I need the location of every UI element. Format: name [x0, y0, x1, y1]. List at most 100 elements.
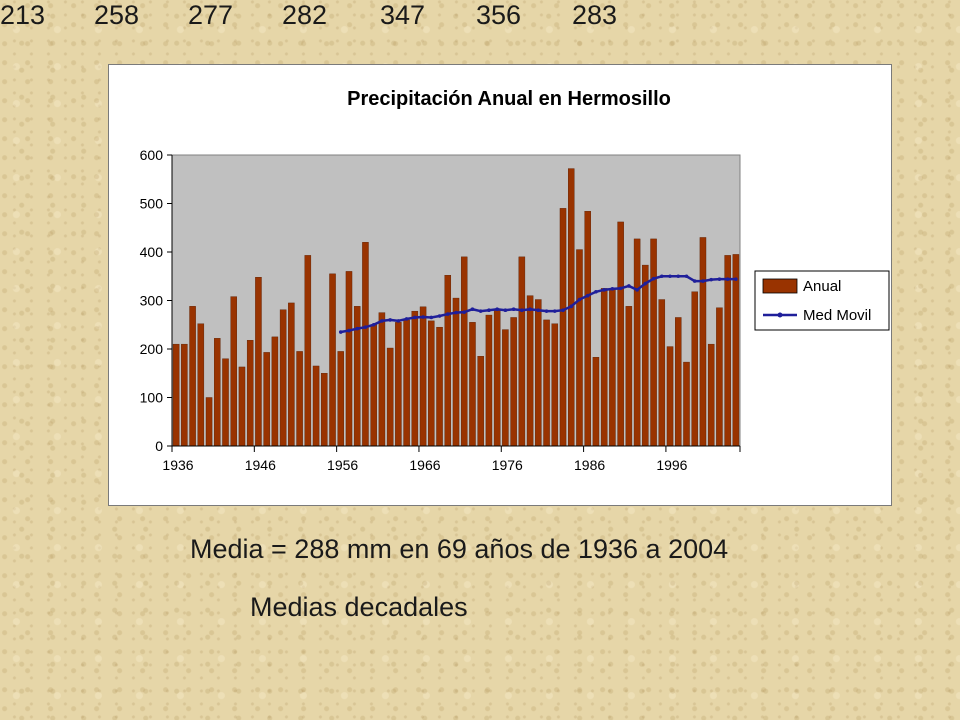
x-tick-label: 1946 [245, 457, 276, 473]
line-point [676, 274, 681, 279]
line-point [363, 325, 368, 329]
chart-title: Precipitación Anual en Hermosillo [347, 88, 671, 110]
line-point [478, 309, 483, 313]
plot-area: 0 100 200 300 400 500 600 1936 1946 1956 1966 1976 1… [140, 147, 741, 473]
bar [403, 319, 410, 447]
bar [460, 256, 468, 447]
bar [230, 296, 237, 447]
line-point [552, 309, 557, 313]
decadal-value: 283 [572, 0, 618, 30]
decadal-value: 347 [380, 0, 426, 30]
bar [642, 264, 649, 447]
bar [609, 288, 616, 447]
chart-frame: Precipitación Anual en Hermosillo 0 100 20… [108, 64, 892, 506]
bar [683, 361, 690, 447]
line-point [495, 307, 499, 312]
bar [222, 358, 229, 447]
x-tick-label: 1956 [327, 457, 358, 473]
bar [386, 347, 394, 447]
bar [584, 211, 591, 447]
line-point [404, 317, 409, 321]
line-point [734, 277, 738, 281]
decadal-title: Medias decadales [250, 592, 468, 622]
bar [312, 365, 320, 447]
bar [576, 249, 583, 447]
line-point [413, 315, 417, 320]
bar [724, 255, 731, 447]
bar [428, 320, 435, 447]
line-point [462, 310, 467, 314]
bar [510, 317, 517, 447]
y-tick-label: 600 [140, 147, 164, 163]
bar [716, 307, 723, 447]
bar [255, 277, 262, 447]
line-point [701, 279, 705, 283]
decadal-values-row: 213 258 277 282 347 356 283 [0, 0, 640, 34]
media-caption: Media = 288 mm en 69 años de 1936 a 2004 [190, 534, 729, 564]
bar [345, 271, 353, 447]
x-tick-label: 1996 [656, 457, 687, 473]
bar [288, 302, 295, 447]
x-tick-label: 1966 [409, 457, 440, 473]
line-point [520, 308, 524, 312]
bar [181, 343, 188, 447]
legend: Anual Med Movil [754, 270, 890, 331]
line-point [668, 274, 672, 279]
bar [296, 351, 303, 447]
line-point [396, 319, 401, 323]
bar [304, 255, 312, 447]
bar [197, 323, 205, 447]
line-point [454, 310, 458, 315]
bar [675, 317, 682, 447]
legend-label-medmovil: Med Movil [803, 307, 871, 324]
bar [378, 312, 386, 447]
line-point [585, 293, 590, 298]
bar [263, 352, 270, 447]
line-point [709, 277, 713, 282]
line-point [610, 287, 615, 291]
line-point [725, 277, 730, 281]
line-point [511, 307, 516, 312]
line-point [371, 322, 376, 327]
decadal-value: 356 [476, 0, 522, 30]
y-tick-label: 300 [140, 293, 164, 309]
bar [559, 208, 567, 447]
line-point [536, 308, 541, 312]
line-point [659, 274, 664, 279]
x-tick-label: 1986 [574, 457, 605, 473]
y-tick-label: 100 [140, 390, 164, 406]
line-point [338, 330, 343, 334]
line-point [594, 289, 598, 294]
line-point [602, 288, 606, 292]
line-point [618, 286, 623, 291]
bar [658, 299, 666, 447]
decadal-value: 213 [0, 0, 46, 30]
chart-svg: Precipitación Anual en Hermosillo 0 100 20… [140, 88, 890, 473]
bar [707, 343, 715, 447]
bar [535, 299, 542, 447]
bar [633, 238, 641, 447]
bar [238, 366, 246, 447]
bar [362, 242, 369, 447]
line-point [643, 281, 648, 286]
bar [650, 238, 657, 447]
line-point [692, 279, 697, 283]
bar [329, 273, 336, 447]
bar [518, 256, 526, 447]
line-point [627, 284, 631, 288]
line-point [544, 309, 549, 313]
decadal-value: 277 [188, 0, 234, 30]
bar [625, 306, 633, 447]
bar [246, 340, 254, 447]
bar [526, 295, 534, 447]
line-point [437, 314, 442, 318]
line-point [445, 312, 450, 316]
bar [419, 306, 427, 447]
line-point [355, 326, 360, 331]
bar [370, 324, 377, 447]
x-tick-label: 1936 [162, 457, 193, 473]
bar [592, 357, 600, 447]
bar [485, 314, 493, 447]
bar [600, 288, 608, 447]
legend-swatch-medmovil-marker [777, 312, 783, 318]
